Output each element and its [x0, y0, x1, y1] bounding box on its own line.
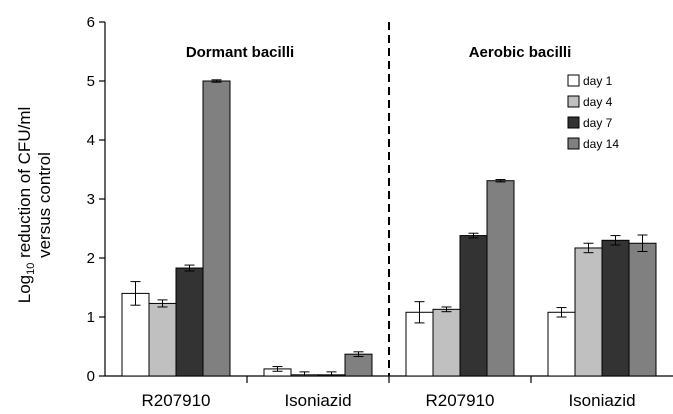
x-category-label: R207910 — [425, 391, 494, 410]
bar — [121, 292, 150, 377]
bar — [574, 247, 603, 377]
y-tick-label: 2 — [87, 250, 95, 267]
legend-swatch — [567, 137, 580, 150]
y-tick-label: 6 — [87, 14, 95, 31]
y-axis-label: Log10 reduction of CFU/ml — [15, 107, 37, 304]
legend: day 1 day 4 day 7 day 14 — [567, 74, 619, 151]
bar — [601, 239, 630, 377]
bars — [121, 80, 657, 377]
y-tick-label: 3 — [87, 191, 95, 208]
bar — [344, 353, 373, 377]
legend-label: day 14 — [583, 137, 619, 151]
legend-swatch — [567, 74, 580, 87]
x-category-label: R207910 — [141, 391, 210, 410]
x-category-label: Isoniazid — [568, 391, 635, 410]
legend-label: day 7 — [583, 116, 613, 130]
legend-label: day 1 — [583, 74, 613, 88]
bar — [202, 80, 231, 377]
bar — [432, 308, 461, 377]
y-tick-label: 5 — [87, 73, 95, 90]
y-axis-label-line2: versus control — [35, 152, 54, 258]
y-axis-label-rest: reduction of CFU/ml — [15, 107, 34, 263]
legend-label: day 4 — [583, 95, 613, 109]
legend-swatch — [567, 116, 580, 129]
bar — [148, 302, 177, 377]
bar — [486, 180, 515, 377]
bar — [459, 235, 488, 377]
legend-swatch — [567, 95, 580, 108]
y-tick-label: 1 — [87, 309, 95, 326]
bar — [547, 311, 576, 377]
axes: 0 1 2 3 4 5 6 R207910 Isoniazid R207910 Isoniazid — [87, 14, 673, 410]
error-bars — [130, 79, 648, 377]
x-category-label: Isoniazid — [284, 391, 351, 410]
bar — [175, 267, 204, 377]
y-axis-label-subscript: 10 — [25, 263, 37, 275]
panel-title-aerobic: Aerobic bacilli — [469, 44, 572, 61]
y-tick-label: 0 — [87, 368, 95, 385]
bar — [628, 242, 657, 377]
y-axis-label-prefix: Log — [15, 275, 34, 303]
y-tick-label: 4 — [87, 132, 95, 149]
panel-title-dormant: Dormant bacilli — [186, 44, 294, 61]
